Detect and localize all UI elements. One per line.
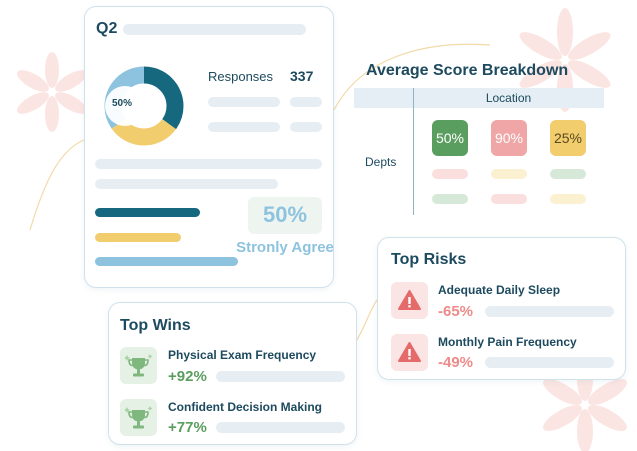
progress-bar-yellow bbox=[95, 233, 181, 242]
trophy-icon bbox=[120, 347, 157, 384]
placeholder-bar bbox=[216, 371, 345, 382]
risk-item-label: Adequate Daily Sleep bbox=[438, 283, 561, 297]
donut-segment-yellow bbox=[104, 66, 184, 146]
score-pill bbox=[550, 194, 586, 204]
top-risks-card: Top Risks Adequate Daily Sleep -65% Mont… bbox=[377, 237, 626, 380]
progress-bar-teal bbox=[95, 208, 200, 217]
score-pill bbox=[432, 169, 468, 179]
placeholder-bar bbox=[208, 97, 280, 107]
risk-item-value: -65% bbox=[438, 303, 474, 320]
trophy-icon bbox=[120, 399, 157, 436]
score-pill bbox=[432, 194, 468, 204]
risk-item-label: Monthly Pain Frequency bbox=[438, 335, 577, 349]
location-column-header: Location bbox=[485, 91, 532, 105]
risk-item-value: -49% bbox=[438, 354, 474, 371]
score-pill bbox=[491, 194, 527, 204]
donut-center-label: 50% bbox=[112, 98, 133, 109]
placeholder-bar bbox=[95, 179, 278, 189]
score-cell: 25% bbox=[550, 120, 586, 156]
top-wins-title: Top Wins bbox=[120, 317, 191, 334]
progress-bar-blue bbox=[95, 257, 238, 266]
placeholder-bar bbox=[95, 159, 322, 169]
score-breakdown-title: Average Score Breakdown bbox=[366, 62, 569, 79]
summary-highlight bbox=[248, 197, 322, 234]
placeholder-bar bbox=[123, 24, 306, 35]
placeholder-bar bbox=[290, 97, 322, 107]
q2-title: Q2 bbox=[96, 20, 118, 37]
placeholder-bar bbox=[208, 122, 280, 132]
score-cell: 50% bbox=[432, 120, 468, 156]
score-pill bbox=[550, 169, 586, 179]
score-cell: 90% bbox=[491, 120, 527, 156]
warning-icon bbox=[391, 334, 428, 371]
top-risks-title: Top Risks bbox=[391, 251, 467, 268]
depts-row-header: Depts bbox=[365, 155, 397, 169]
donut-chart: 50% bbox=[95, 57, 193, 155]
summary-percentage: 50% bbox=[262, 202, 308, 227]
placeholder-bar bbox=[485, 306, 614, 317]
placeholder-bar bbox=[290, 122, 322, 132]
responses-value: 337 bbox=[290, 68, 314, 84]
table-divider bbox=[413, 88, 414, 215]
placeholder-bar bbox=[216, 422, 345, 433]
win-item-label: Physical Exam Frequency bbox=[168, 348, 317, 362]
score-pill bbox=[491, 169, 527, 179]
q2-summary-card: Q2 50% Responses 337 50% Stronly Agree bbox=[84, 6, 334, 288]
warning-icon bbox=[391, 282, 428, 319]
placeholder-bar bbox=[485, 357, 614, 368]
responses-label: Responses bbox=[208, 69, 274, 84]
win-item-value: +77% bbox=[168, 419, 207, 436]
location-header-bg bbox=[354, 88, 604, 108]
top-wins-card: Top Wins Physical Exam Frequency +92% Co… bbox=[108, 302, 357, 445]
win-item-value: +92% bbox=[168, 368, 207, 385]
win-item-label: Confident Decision Making bbox=[168, 400, 323, 414]
summary-label: Stronly Agree bbox=[236, 239, 334, 256]
